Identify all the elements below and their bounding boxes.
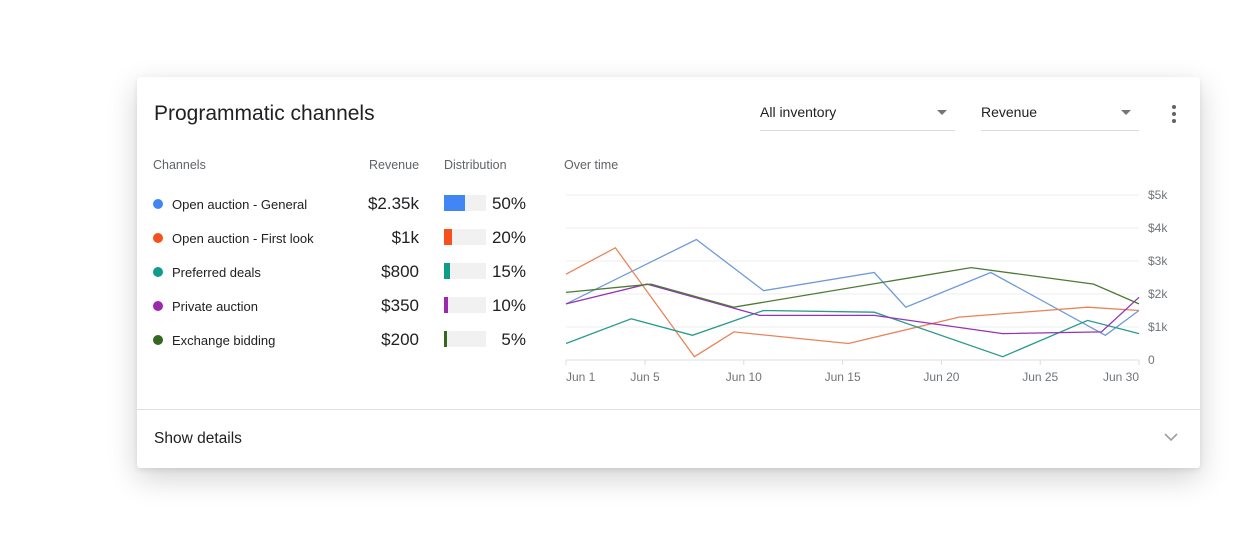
metric-dropdown[interactable]: Revenue [981, 101, 1139, 131]
distribution-bar-fill [444, 297, 449, 313]
channels-header: Channels [153, 158, 206, 172]
legend-dot-icon [153, 301, 163, 311]
inventory-dropdown-value: All inventory [760, 104, 837, 120]
channel-percent: 15% [491, 262, 526, 281]
over-time-line-chart: 0 $1k $2k $3k $4k $5k Jun 1 Jun 5 Jun 10 Jun 15 Ju… [565, 188, 1168, 384]
x-tick-label: Jun 15 [825, 370, 861, 384]
channel-name: Open auction - General [172, 197, 308, 212]
series-line [565, 283, 1140, 335]
legend-dot-icon [153, 335, 163, 345]
distribution-bar [444, 195, 486, 211]
channel-name: Preferred deals [172, 265, 261, 280]
distribution-bar-fill [444, 263, 451, 279]
y-tick-label: $3k [1148, 254, 1168, 268]
distribution-bar [444, 229, 486, 245]
channel-name: Private auction [172, 299, 258, 314]
channel-row: Open auction - General $2.35k 50% [153, 194, 533, 214]
programmatic-channels-card: Programmatic channels All inventory Reve… [137, 77, 1200, 468]
show-details-button[interactable]: Show details [137, 410, 1200, 468]
x-tick-label: Jun 20 [923, 370, 959, 384]
channel-row: Private auction $350 10% [153, 296, 533, 316]
show-details-label: Show details [154, 430, 242, 447]
channel-revenue: $2.35k [367, 194, 419, 213]
channel-revenue: $350 [381, 296, 419, 315]
dropdown-arrow-icon [937, 110, 947, 115]
channel-row: Exchange bidding $200 5% [153, 330, 533, 350]
x-tick-label: Jun 1 [566, 370, 596, 384]
distribution-bar [444, 331, 486, 347]
distribution-bar-fill [444, 229, 453, 245]
over-time-header: Over time [564, 158, 619, 172]
chevron-down-icon [1164, 433, 1178, 442]
more-vert-icon[interactable] [1168, 103, 1180, 127]
x-tick-label: Jun 10 [726, 370, 762, 384]
channel-row: Open auction - First look $1k 20% [153, 228, 533, 248]
x-tick-label: Jun 5 [630, 370, 660, 384]
inventory-dropdown[interactable]: All inventory [760, 101, 955, 131]
channel-percent: 50% [491, 194, 526, 213]
card-title: Programmatic channels [154, 102, 375, 125]
y-tick-label: 0 [1148, 353, 1155, 367]
series-line [565, 246, 1140, 358]
y-tick-label: $4k [1148, 221, 1168, 235]
channel-percent: 5% [501, 330, 526, 349]
legend-dot-icon [153, 233, 163, 243]
channel-percent: 20% [491, 228, 526, 247]
y-tick-label: $2k [1148, 287, 1168, 301]
dropdown-arrow-icon [1121, 110, 1131, 115]
series-line [565, 309, 1140, 358]
distribution-bar [444, 263, 486, 279]
channel-name: Open auction - First look [172, 231, 314, 246]
series-line [565, 266, 1140, 308]
distribution-header: Distribution [444, 158, 507, 172]
distribution-bar-fill [444, 331, 447, 347]
channel-percent: 10% [491, 296, 526, 315]
channel-name: Exchange bidding [172, 333, 276, 348]
channel-row: Preferred deals $800 15% [153, 262, 533, 282]
channel-revenue: $200 [381, 330, 419, 349]
legend-dot-icon [153, 267, 163, 277]
legend-dot-icon [153, 199, 163, 209]
series-line [565, 238, 1140, 337]
metric-dropdown-value: Revenue [981, 104, 1038, 120]
x-tick-label: Jun 25 [1022, 370, 1058, 384]
distribution-bar [444, 297, 486, 313]
channel-revenue: $800 [381, 262, 419, 281]
y-tick-label: $5k [1148, 188, 1168, 202]
divider [137, 409, 1200, 410]
x-tick-label: Jun 30 [1103, 370, 1139, 384]
y-tick-label: $1k [1148, 320, 1168, 334]
channel-revenue: $1k [391, 228, 419, 247]
distribution-bar-fill [444, 195, 465, 211]
revenue-header: Revenue [369, 158, 420, 172]
